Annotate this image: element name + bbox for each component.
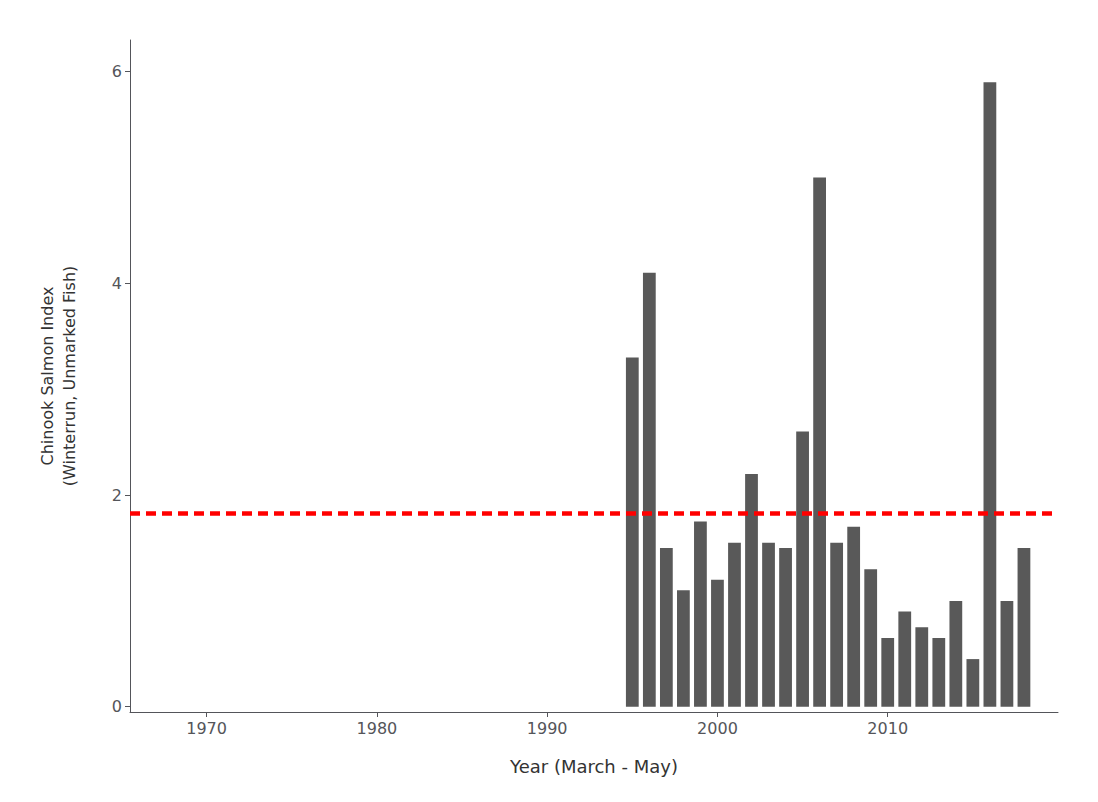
svg-text:(Winterrun, Unmarked Fish): (Winterrun, Unmarked Fish) bbox=[60, 266, 79, 487]
svg-text:1970: 1970 bbox=[186, 719, 227, 738]
svg-text:2000: 2000 bbox=[697, 719, 738, 738]
svg-text:2010: 2010 bbox=[867, 719, 908, 738]
svg-text:0: 0 bbox=[112, 697, 122, 716]
svg-text:1980: 1980 bbox=[357, 719, 398, 738]
svg-text:Year (March - May): Year (March - May) bbox=[509, 756, 678, 777]
svg-text:1990: 1990 bbox=[527, 719, 568, 738]
svg-text:4: 4 bbox=[112, 274, 122, 293]
svg-text:Chinook Salmon Index: Chinook Salmon Index bbox=[38, 287, 57, 466]
svg-text:2: 2 bbox=[112, 486, 122, 505]
svg-text:6: 6 bbox=[112, 62, 122, 81]
